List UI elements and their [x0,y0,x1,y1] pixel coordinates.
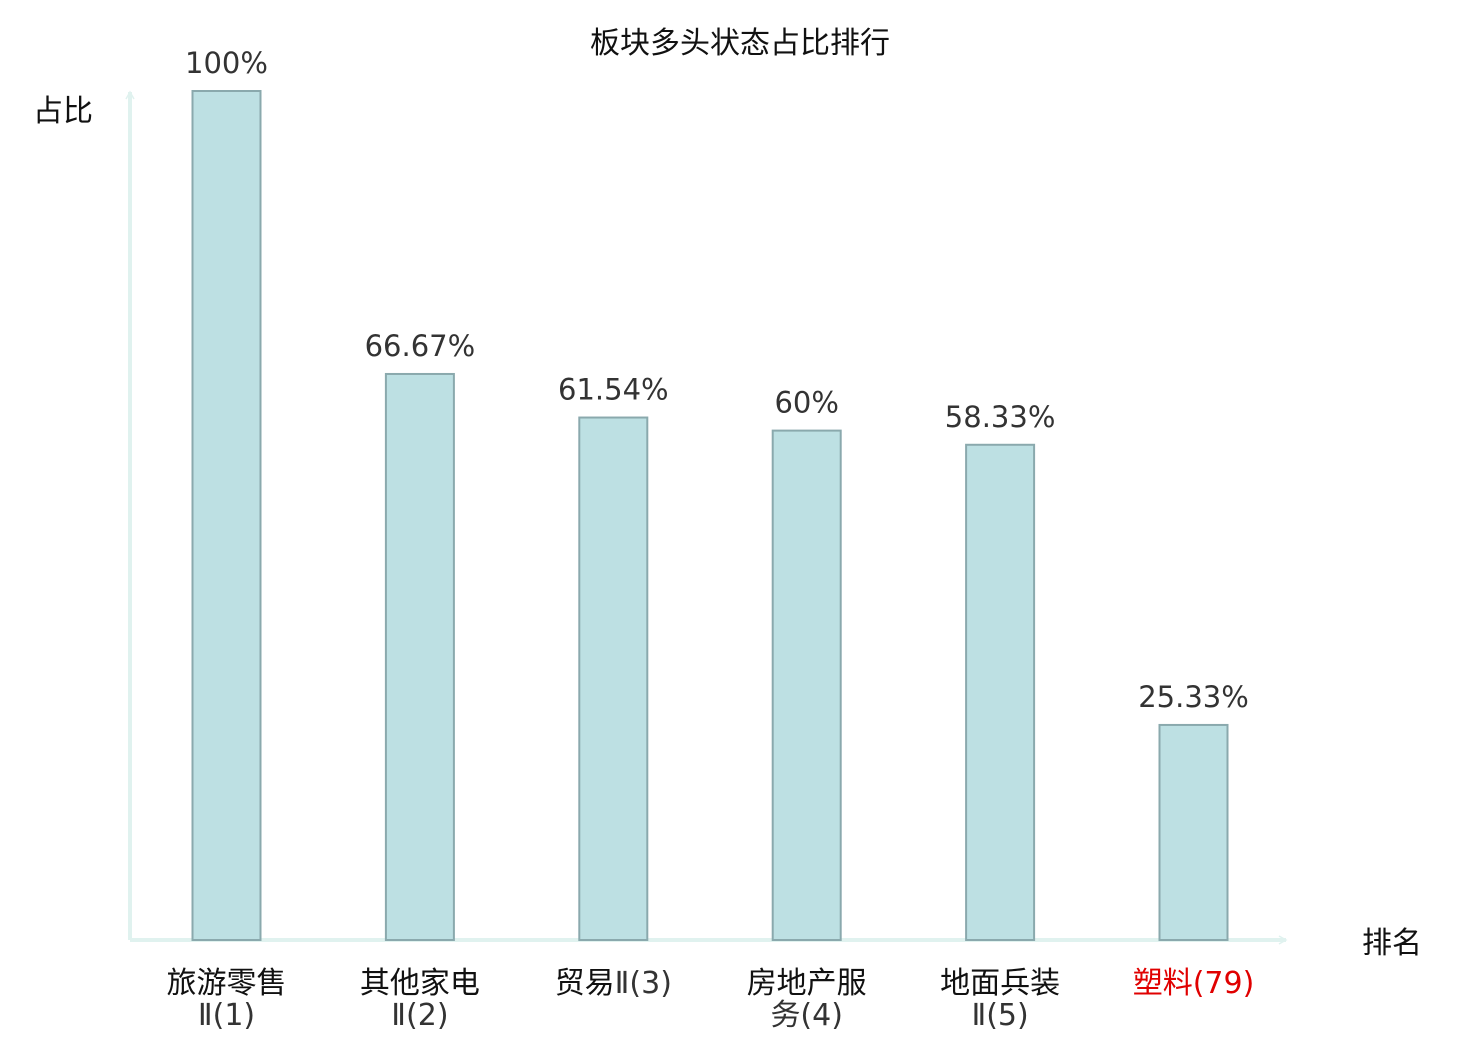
category-label-5: 地面兵装 Ⅱ(5) [940,966,1060,1033]
category-rank: Ⅱ(2) [391,998,448,1033]
category-labels: 旅游零售 Ⅱ(1) 其他家电 Ⅱ(2) 贸易Ⅱ(3) 房地产服务(4) 地面兵装 Ⅱ(5) 塑料… [167,966,1255,1033]
chart-title: 板块多头状态占比排行 [590,26,890,61]
bar-4 [771,429,842,941]
bar-3 [578,416,649,941]
value-label-5: 58.33% [945,400,1056,434]
category-rank: Ⅱ(3) [615,966,672,1001]
category-name: 其他家电 [360,966,480,1001]
value-label-4: 60% [774,386,838,420]
value-label-6: 25.33% [1138,680,1249,714]
bar-series [191,90,1229,942]
bar-2 [384,372,455,942]
category-rank: (79) [1193,966,1255,1001]
bar-5 [965,443,1036,941]
category-rank: Ⅱ(1) [198,998,255,1033]
value-label-2: 66.67% [365,329,476,363]
bar-1 [191,90,262,941]
value-label-3: 61.54% [558,373,669,407]
category-name: 旅游零售 [167,966,287,1001]
bar-6 [1158,723,1229,941]
y-axis-label: 占比 [33,94,93,129]
category-label-4: 房地产服务(4) [747,966,867,1033]
category-name: 贸易 [555,966,615,1001]
category-label-3: 贸易Ⅱ(3) [555,966,672,1001]
category-label-1: 旅游零售 Ⅱ(1) [167,966,287,1033]
category-rank: Ⅱ(5) [971,998,1028,1033]
value-labels: 100% 66.67% 61.54% 60% 58.33% 25.33% [185,46,1249,714]
category-name: 房地产服 [747,966,867,1001]
category-name: 地面兵装 [940,966,1060,1001]
value-label-1: 100% [185,46,268,80]
category-label-6: 塑料(79) [1133,966,1255,1001]
category-name: 塑料 [1133,966,1193,1001]
x-axis-label: 排名 [1362,926,1422,961]
category-rank: 务(4) [770,998,843,1033]
category-label-2: 其他家电 Ⅱ(2) [360,966,480,1033]
